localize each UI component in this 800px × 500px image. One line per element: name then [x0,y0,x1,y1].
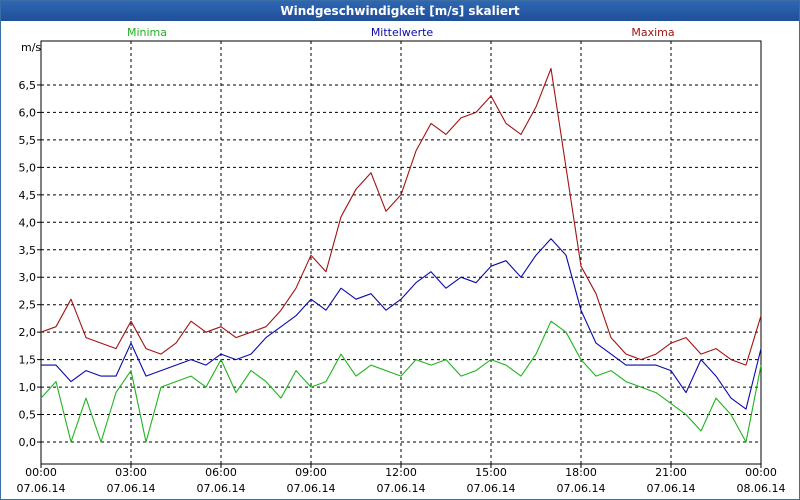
minima-line [40,320,762,443]
maxima-line [40,67,762,366]
y-tick-label: 1,5 [19,354,37,367]
axes [37,40,762,468]
y-tick-label: 5,0 [19,161,37,174]
x-tick-time-label: 21:00 [655,466,687,479]
x-tick-time-label: 18:00 [565,466,597,479]
x-tick-time-label: 00:00 [745,466,777,479]
x-tick-time-label: 09:00 [295,466,327,479]
y-tick-label: 0,0 [19,436,37,449]
chart-canvas: 0,0 0,5 1,0 1,5 2,0 2,5 3,0 3,5 4,0 4,5 5,0 5,5 6,0 6… [17,26,786,495]
x-tick-date-label: 08.06.14 [737,482,786,495]
y-tick-label: 3,5 [19,244,37,257]
y-tick-label: 3,0 [19,271,37,284]
grid [41,41,761,464]
x-tick-date-label: 07.06.14 [197,482,246,495]
x-tick-date-label: 07.06.14 [377,482,426,495]
series-lines [40,67,762,443]
x-tick-time-label: 15:00 [475,466,507,479]
y-axis-unit-label: m/s [21,41,41,54]
x-tick-date-label: 07.06.14 [287,482,336,495]
window-title: Windgeschwindigkeit [m/s] skaliert [1,1,799,21]
x-tick-date-label: 07.06.14 [557,482,606,495]
y-tick-label: 6,0 [19,106,37,119]
legend-mittelwerte: Mittelwerte [371,26,434,39]
legend-minima: Minima [127,26,167,39]
y-tick-label: 2,5 [19,299,37,312]
y-tick-label: 0,5 [19,409,37,422]
x-tick-time-label: 00:00 [25,466,57,479]
tick-labels: 0,0 0,5 1,0 1,5 2,0 2,5 3,0 3,5 4,0 4,5 5,0 5,5 6,0 6… [17,79,786,495]
x-tick-time-label: 06:00 [205,466,237,479]
x-tick-date-label: 07.06.14 [107,482,156,495]
mittelwerte-line [41,238,762,410]
x-tick-date-label: 07.06.14 [647,482,696,495]
legend-maxima: Maxima [631,26,674,39]
x-tick-date-label: 07.06.14 [467,482,516,495]
y-tick-label: 4,5 [19,189,37,202]
y-tick-label: 5,5 [19,134,37,147]
y-tick-label: 1,0 [19,381,37,394]
plot-frame [40,40,762,465]
y-tick-label: 4,0 [19,216,37,229]
x-tick-time-label: 12:00 [385,466,417,479]
y-tick-label: 2,0 [19,326,37,339]
y-tick-label: 6,5 [19,79,37,92]
x-tick-date-label: 07.06.14 [17,482,66,495]
x-tick-time-label: 03:00 [115,466,147,479]
